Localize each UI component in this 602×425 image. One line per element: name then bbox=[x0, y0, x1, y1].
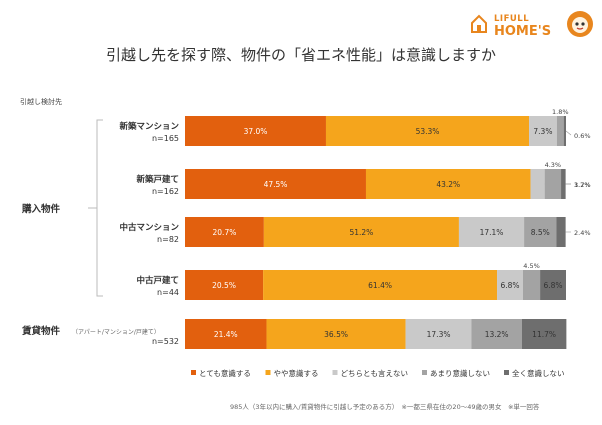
header-label: 引越し検討先 bbox=[20, 97, 62, 106]
data-label: 11.7% bbox=[532, 330, 556, 339]
data-label: 37.0% bbox=[244, 127, 268, 136]
data-label: 8.5% bbox=[531, 228, 550, 237]
bar-segment bbox=[471, 319, 522, 349]
bar-segment bbox=[524, 217, 557, 247]
group-label: 賃貸物件 bbox=[21, 325, 61, 337]
data-label: 1.8% bbox=[552, 108, 569, 116]
bar-segment bbox=[325, 116, 530, 146]
bar-segment bbox=[522, 270, 541, 300]
data-label: 17.1% bbox=[480, 228, 504, 237]
bar-segment bbox=[521, 319, 567, 349]
brand-logo: LIFULL HOME'S bbox=[470, 10, 594, 44]
data-label: 3.7% bbox=[574, 181, 591, 189]
category-label: 新築戸建て bbox=[136, 174, 179, 185]
data-label: 47.5% bbox=[264, 180, 288, 189]
category-n: n=532 bbox=[152, 337, 179, 346]
data-label: 6.8% bbox=[544, 281, 563, 290]
bar-segment bbox=[266, 319, 406, 349]
footnote: 985人（3年以内に購入/賃貸物件に引越し予定のある方） ※一都三県在住の20～… bbox=[230, 403, 540, 411]
data-label: 1.2% bbox=[574, 181, 591, 189]
group-brace bbox=[96, 119, 103, 297]
category-n: n=162 bbox=[152, 187, 179, 196]
data-label: 43.2% bbox=[436, 180, 460, 189]
bar-segment bbox=[556, 116, 564, 146]
data-label: 17.3% bbox=[427, 330, 451, 339]
data-label: 4.3% bbox=[545, 161, 562, 169]
legend-label: やや意識する bbox=[274, 368, 319, 378]
callout-line bbox=[565, 130, 572, 136]
legend-label: 全く意識しない bbox=[512, 368, 565, 378]
legend-label: どちらとも言えない bbox=[341, 368, 409, 378]
bar-segment bbox=[530, 169, 545, 199]
bar-segment bbox=[529, 116, 557, 146]
category-n: n=165 bbox=[152, 134, 179, 143]
data-label: 13.2% bbox=[485, 330, 509, 339]
data-label: 0.6% bbox=[574, 132, 591, 140]
legend-swatch bbox=[265, 370, 271, 375]
house-icon bbox=[471, 14, 487, 33]
bar-segment bbox=[556, 217, 566, 247]
bar-segment bbox=[497, 270, 523, 300]
bar-segment bbox=[540, 270, 566, 300]
legend-swatch bbox=[504, 370, 509, 375]
bar-segment bbox=[263, 270, 498, 300]
legend-swatch bbox=[332, 370, 338, 375]
bar-segment bbox=[563, 116, 566, 146]
data-label: 7.3% bbox=[533, 127, 552, 136]
chart-title: 引越し先を探す際、物件の「省エネ性能」は意識しますか bbox=[105, 46, 496, 64]
bar-segment bbox=[365, 169, 531, 199]
bar-segment bbox=[185, 116, 326, 146]
bar-segment bbox=[405, 319, 472, 349]
data-label: 20.5% bbox=[212, 281, 236, 290]
data-label: 21.4% bbox=[214, 330, 238, 339]
bar-segment bbox=[185, 270, 264, 300]
group-label: 購入物件 bbox=[21, 203, 61, 215]
data-label: 4.5% bbox=[523, 262, 540, 270]
mascot-icon bbox=[567, 11, 593, 37]
bar-segment bbox=[185, 169, 366, 199]
bar-segment bbox=[185, 217, 264, 247]
bar-segment bbox=[458, 217, 525, 247]
legend-swatch bbox=[422, 370, 427, 375]
category-label: 中古マンション bbox=[119, 222, 179, 233]
bar-segment bbox=[263, 217, 459, 247]
category-n: n=44 bbox=[157, 288, 179, 297]
brand-top: LIFULL bbox=[494, 14, 530, 24]
data-label: 6.8% bbox=[500, 281, 519, 290]
data-label: 2.4% bbox=[574, 229, 591, 237]
data-label: 36.5% bbox=[324, 330, 348, 339]
brand-main: HOME'S bbox=[494, 24, 552, 39]
data-label: 61.4% bbox=[368, 281, 392, 290]
bar-segment bbox=[544, 169, 562, 199]
category-n: n=82 bbox=[157, 235, 179, 244]
bar-segment bbox=[561, 169, 566, 199]
data-label: 51.2% bbox=[349, 228, 373, 237]
bar-segment bbox=[185, 319, 267, 349]
legend-label: あまり意識しない bbox=[430, 368, 490, 378]
legend-label: とても意識する bbox=[199, 368, 251, 378]
data-label: 53.3% bbox=[416, 127, 440, 136]
data-label: 20.7% bbox=[213, 228, 237, 237]
category-label: 新築マンション bbox=[119, 121, 179, 132]
legend-swatch bbox=[191, 370, 196, 375]
group-sublabel: （アパート/マンション/戸建て） bbox=[72, 328, 160, 336]
category-label: 中古戸建て bbox=[136, 275, 179, 286]
